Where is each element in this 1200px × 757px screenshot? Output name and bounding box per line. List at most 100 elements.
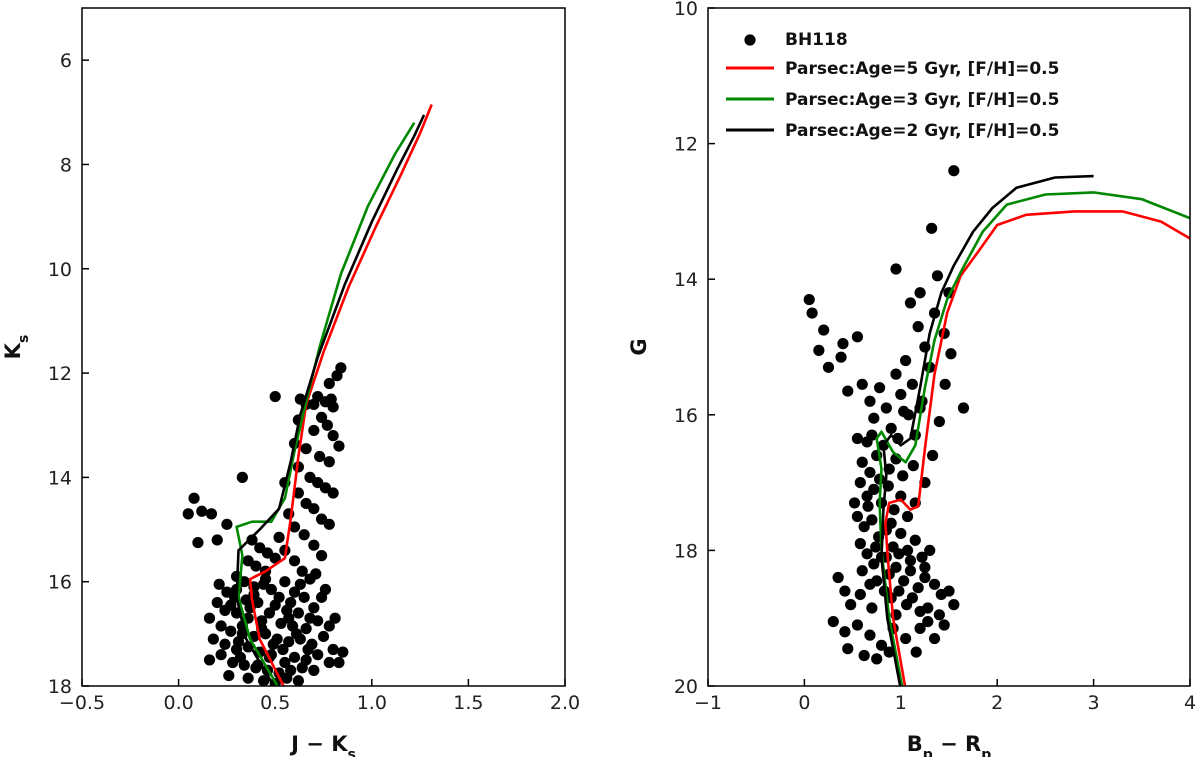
legend-label-2gyr: Parsec:Age=2 Gyr, [F/H]=0.5 [785, 121, 1059, 141]
y-tick-label: 14 [48, 467, 72, 489]
data-point [285, 596, 297, 609]
data-point [851, 510, 864, 523]
data-point [269, 390, 281, 403]
data-point [298, 591, 310, 603]
left-panel-ks-vs-j-ks: −0.5 0.0 0.5 1.0 1.5 2.0 6 8 10 12 14 16 18 J − Ks Ks [1, 7, 580, 757]
y-tick-label: 18 [48, 676, 72, 698]
x-tick-label: 0.5 [260, 692, 290, 714]
y-tick-label: 10 [48, 259, 72, 281]
y-tick-label: 12 [674, 134, 698, 156]
data-point [304, 612, 316, 624]
x-tick-label: 2.0 [550, 692, 580, 714]
x-axis-label: J − Ks [289, 732, 356, 757]
data-point [298, 529, 310, 541]
data-point [906, 592, 918, 604]
data-point [885, 517, 897, 529]
y-tick-label: 18 [674, 540, 698, 562]
data-point [818, 324, 830, 336]
data-point [327, 487, 339, 499]
data-point [308, 503, 320, 515]
y-tick-label: 6 [60, 50, 72, 72]
data-point [323, 377, 335, 390]
data-point [300, 443, 312, 455]
data-point [845, 599, 857, 611]
data-point [288, 555, 301, 567]
data-point [182, 508, 194, 520]
data-point [277, 643, 289, 656]
data-point [854, 477, 866, 489]
data-point [875, 639, 888, 651]
data-point [864, 395, 876, 407]
data-point [302, 643, 314, 656]
x-tick-label: −0.5 [59, 692, 105, 714]
data-point [906, 378, 918, 390]
data-point [308, 539, 320, 551]
y-tick-label: 14 [674, 269, 698, 291]
data-point [945, 348, 957, 360]
data-point [323, 620, 335, 632]
data-point [870, 541, 882, 553]
data-point [848, 497, 861, 509]
data-point [323, 456, 335, 468]
y-tick-label: 16 [674, 405, 698, 427]
data-point [236, 471, 248, 483]
data-point [897, 470, 909, 482]
data-point [246, 534, 258, 546]
data-point [909, 534, 921, 546]
data-point [300, 623, 312, 635]
data-point [900, 354, 912, 367]
y-tick-label: 20 [674, 676, 698, 698]
data-point [223, 669, 235, 682]
data-point [926, 222, 938, 234]
data-point [912, 321, 924, 333]
data-point [232, 636, 245, 648]
data-point [803, 293, 815, 306]
data-point [927, 449, 939, 462]
data-point [904, 554, 917, 567]
data-point [866, 429, 878, 441]
data-point [225, 625, 237, 637]
data-point [234, 651, 247, 663]
isochrone-2gyr-line [880, 174, 1094, 686]
data-point [267, 638, 279, 650]
data-point [321, 419, 333, 431]
data-point [851, 619, 864, 631]
data-point [269, 552, 281, 564]
data-point [839, 585, 851, 597]
x-tick-label: 1 [895, 692, 907, 714]
data-point [856, 378, 868, 390]
data-point [904, 565, 917, 577]
isochrone-2gyr-line [235, 114, 426, 686]
data-point [871, 575, 883, 587]
data-point [898, 575, 910, 587]
data-point [864, 466, 876, 479]
data-point [250, 560, 262, 572]
data-point [292, 607, 304, 619]
legend: BH118 Parsec:Age=5 Gyr, [F/H]=0.5 Parsec:A… [726, 30, 1059, 141]
data-point [856, 456, 868, 468]
data-point [196, 505, 208, 517]
y-tick-label: 16 [48, 572, 72, 594]
data-point [281, 672, 293, 684]
isochrone-5gyr-line [884, 210, 1190, 686]
data-point [922, 615, 934, 628]
data-point [207, 633, 219, 645]
data-point [842, 643, 854, 655]
data-point [895, 490, 907, 502]
data-point [866, 514, 878, 526]
data-point [296, 662, 308, 674]
data-point [314, 450, 326, 463]
data-point [948, 165, 960, 177]
data-point [900, 632, 912, 645]
data-point [862, 500, 874, 512]
data-point [901, 544, 914, 557]
plot-frame [707, 7, 1191, 687]
data-point [335, 362, 347, 374]
data-point [329, 612, 341, 624]
data-point [839, 626, 851, 638]
data-point [890, 368, 902, 380]
data-point [319, 583, 332, 596]
data-point [898, 405, 910, 418]
data-point [885, 422, 897, 434]
data-point [938, 619, 950, 631]
